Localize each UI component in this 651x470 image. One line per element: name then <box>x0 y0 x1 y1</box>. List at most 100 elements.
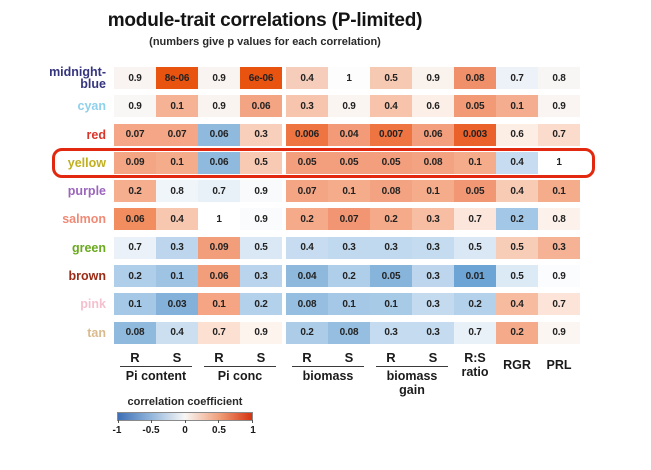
legend-tick--0.5: -0.5 <box>142 425 160 436</box>
heatmap-cell-yellow-Pi content S: 0.1 <box>156 151 198 174</box>
legend-tickmark <box>184 420 186 423</box>
heatmap-cell-salmon-biomass S: 0.07 <box>328 208 370 231</box>
heatmap-cell-salmon-PRL: 0.8 <box>538 208 580 231</box>
header-underline <box>204 366 276 367</box>
heatmap-cell-pink-R:S ratio: 0.2 <box>454 293 496 316</box>
heatmap-cell-salmon-biomass gain S: 0.3 <box>412 208 454 231</box>
heatmap-cell-cyan-R:S ratio: 0.05 <box>454 95 496 118</box>
heatmap-cell-brown-biomass gain R: 0.05 <box>370 265 412 288</box>
heatmap-cell-pink-Pi content R: 0.1 <box>114 293 156 316</box>
legend-tickmark <box>218 420 219 423</box>
heatmap-cell-midnight-blue-biomass gain S: 0.9 <box>412 67 454 89</box>
heatmap-cell-tan-biomass S: 0.08 <box>328 321 370 344</box>
heatmap-cell-green-RGR: 0.5 <box>496 236 538 259</box>
heatmap-cell-red-PRL: 0.7 <box>538 123 580 146</box>
heatmap-row-red: red 0.07 0.07 0.06 0.3 0.006 0.04 0.007 0.06 0.00… <box>0 123 651 146</box>
legend: correlation coefficient -1 -0.5 0 0.5 1 <box>105 396 265 437</box>
heatmap-cell-cyan-PRL: 0.9 <box>538 95 580 118</box>
heatmap-cell-green-Pi content S: 0.3 <box>156 236 198 259</box>
row-label-brown: brown <box>68 269 107 284</box>
heatmap-cell-tan-biomass gain R: 0.3 <box>370 321 412 344</box>
row-label-red: red <box>86 127 106 142</box>
heatmap-cell-tan-PRL: 0.9 <box>538 321 580 344</box>
header-letter-R: R <box>386 350 396 365</box>
heatmap-cell-midnight-blue-Pi content S: 8e-06 <box>156 67 198 89</box>
heatmap-cell-yellow-R:S ratio: 0.1 <box>454 151 496 174</box>
heatmap-cell-brown-Pi conc R: 0.06 <box>198 265 240 288</box>
heatmap-cell-brown-R:S ratio: 0.01 <box>454 265 496 288</box>
heatmap-cell-red-biomass gain R: 0.007 <box>370 123 412 146</box>
heatmap-cell-salmon-Pi content R: 0.06 <box>114 208 156 231</box>
heatmap-cell-tan-Pi content S: 0.4 <box>156 321 198 344</box>
chart-subtitle: (numbers give p values for each correlat… <box>149 36 381 48</box>
heatmap-cell-salmon-biomass gain R: 0.2 <box>370 208 412 231</box>
heatmap-cell-green-Pi content R: 0.7 <box>114 236 156 259</box>
heatmap-cell-green-biomass gain R: 0.3 <box>370 236 412 259</box>
heatmap-row-yellow: yellow 0.09 0.1 0.06 0.5 0.05 0.05 0.05 0.08 0.1 0… <box>0 151 651 174</box>
heatmap-cell-red-biomass gain S: 0.06 <box>412 123 454 146</box>
heatmap-row-cyan: cyan 0.9 0.1 0.9 0.06 0.3 0.9 0.4 0.6 0.05 0.1 0.9 <box>0 95 651 118</box>
heatmap-cell-brown-biomass gain S: 0.3 <box>412 265 454 288</box>
header-letter-R: R <box>214 350 224 365</box>
heatmap-cell-midnight-blue-biomass R: 0.4 <box>286 67 328 89</box>
heatmap-cell-yellow-Pi conc S: 0.5 <box>240 151 282 174</box>
heatmap-grid: midnight-blue 0.9 8e-06 0.9 6e-06 0.4 1 0.5 0.9 0… <box>0 66 651 350</box>
row-label-cyan: cyan <box>77 99 107 114</box>
legend-tickmark <box>151 420 152 423</box>
heatmap-row-midnight-blue: midnight-blue 0.9 8e-06 0.9 6e-06 0.4 1 0.5 0.9 0… <box>0 66 651 90</box>
heatmap-cell-purple-biomass gain R: 0.08 <box>370 180 412 203</box>
legend-tickmark <box>117 420 119 423</box>
heatmap-cell-purple-RGR: 0.4 <box>496 180 538 203</box>
heatmap-cell-brown-Pi content S: 0.1 <box>156 265 198 288</box>
heatmap-cell-yellow-biomass R: 0.05 <box>286 151 328 174</box>
row-label-pink: pink <box>80 297 106 312</box>
heatmap-cell-green-biomass R: 0.4 <box>286 236 328 259</box>
heatmap-cell-salmon-R:S ratio: 0.7 <box>454 208 496 231</box>
heatmap-cell-salmon-Pi content S: 0.4 <box>156 208 198 231</box>
heatmap-row-purple: purple 0.2 0.8 0.7 0.9 0.07 0.1 0.08 0.1 0.05 0.4 0… <box>0 180 651 203</box>
chart-title: module-trait correlations (P-limited) <box>107 10 423 31</box>
header-letter-R: R <box>302 350 312 365</box>
heatmap-cell-salmon-Pi conc S: 0.9 <box>240 208 282 231</box>
legend-tick-0.5: 0.5 <box>212 425 226 436</box>
header-label-PRL: PRL <box>546 358 572 372</box>
header-underline <box>376 366 448 367</box>
heatmap-cell-tan-biomass R: 0.2 <box>286 321 328 344</box>
heatmap-cell-midnight-blue-PRL: 0.8 <box>538 67 580 89</box>
heatmap-cell-cyan-biomass gain R: 0.4 <box>370 95 412 118</box>
heatmap-cell-cyan-Pi content R: 0.9 <box>114 95 156 118</box>
heatmap-cell-midnight-blue-biomass S: 1 <box>328 67 370 89</box>
header-letter-S: S <box>428 350 438 365</box>
row-label-salmon: salmon <box>62 212 106 227</box>
heatmap-cell-cyan-biomass S: 0.9 <box>328 95 370 118</box>
heatmap-cell-pink-Pi conc R: 0.1 <box>198 293 240 316</box>
row-label-purple: purple <box>67 184 106 199</box>
heatmap-cell-pink-biomass gain S: 0.3 <box>412 293 454 316</box>
legend-gradient-bar <box>117 412 253 423</box>
heatmap-cell-purple-Pi content R: 0.2 <box>114 180 156 203</box>
header-label-biomass-gain: biomass gain <box>386 369 438 397</box>
legend-tick-1: 1 <box>250 425 256 436</box>
heatmap-cell-tan-Pi conc S: 0.9 <box>240 321 282 344</box>
heatmap-row-green: green 0.7 0.3 0.09 0.5 0.4 0.3 0.3 0.3 0.5 0.5 0.3 <box>0 236 651 259</box>
heatmap-cell-tan-Pi content R: 0.08 <box>114 321 156 344</box>
heatmap-cell-purple-biomass gain S: 0.1 <box>412 180 454 203</box>
heatmap-cell-green-biomass gain S: 0.3 <box>412 236 454 259</box>
heatmap-cell-salmon-biomass R: 0.2 <box>286 208 328 231</box>
heatmap-cell-midnight-blue-Pi content R: 0.9 <box>114 67 156 89</box>
heatmap-cell-red-biomass S: 0.04 <box>328 123 370 146</box>
header-label-Pi conc: Pi conc <box>217 369 263 383</box>
heatmap-cell-yellow-PRL: 1 <box>538 151 580 174</box>
heatmap-cell-red-R:S ratio: 0.003 <box>454 123 496 146</box>
header-group-Pi content: R S Pi content <box>114 350 198 384</box>
row-label-green: green <box>71 240 106 255</box>
heatmap-cell-pink-RGR: 0.4 <box>496 293 538 316</box>
header-letter-S: S <box>172 350 182 365</box>
header-underline <box>292 366 364 367</box>
legend-tickmark <box>251 420 253 423</box>
row-label-tan: tan <box>87 325 106 340</box>
heatmap-cell-green-PRL: 0.3 <box>538 236 580 259</box>
heatmap-cell-yellow-Pi content R: 0.09 <box>114 151 156 174</box>
